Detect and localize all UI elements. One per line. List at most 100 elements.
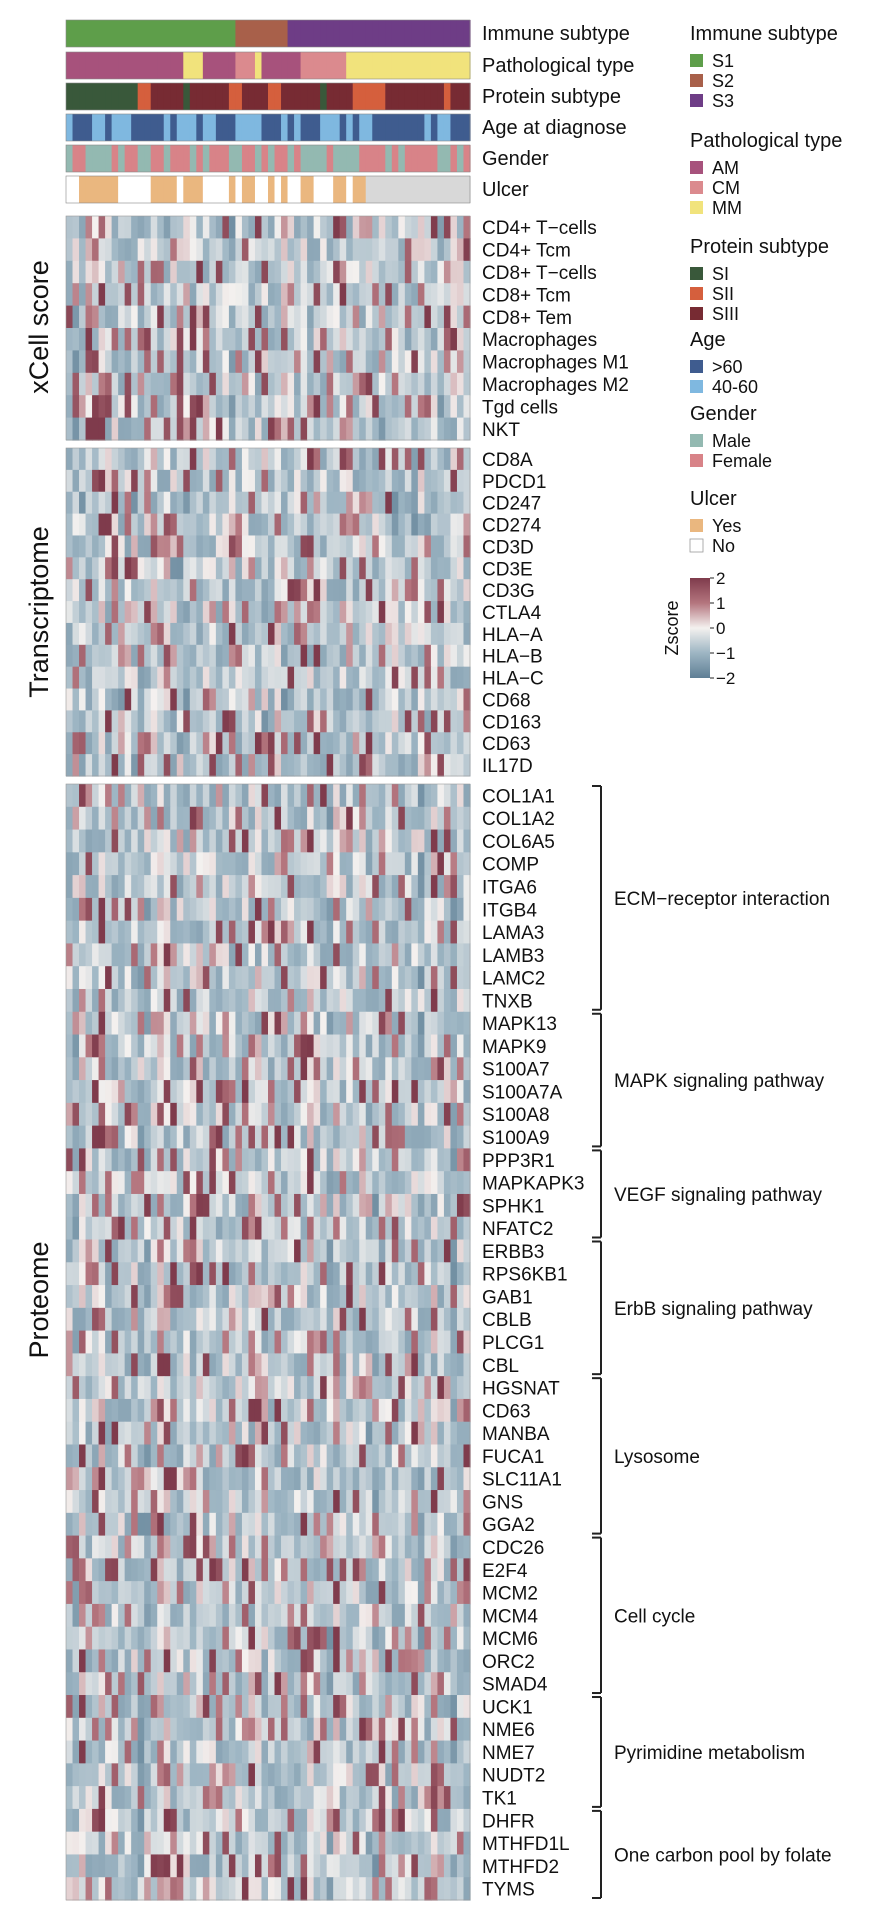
heatmap-cell: [202, 1444, 210, 1468]
heatmap-cell: [144, 1740, 152, 1764]
heatmap-cell: [391, 1148, 399, 1172]
heatmap-cell: [79, 806, 87, 831]
heatmap-cell: [170, 417, 178, 441]
heatmap-cell: [150, 1467, 158, 1491]
heatmap-cell: [443, 1353, 452, 1377]
heatmap-cell: [176, 535, 184, 558]
heatmap-cell: [248, 852, 256, 876]
heatmap-cell: [320, 1148, 328, 1172]
heatmap-cell: [124, 1808, 132, 1833]
heatmap-cell: [222, 448, 230, 471]
heatmap-cell: [189, 1080, 197, 1104]
heatmap-cell: [359, 1353, 367, 1377]
heatmap-cell: [196, 1307, 204, 1332]
annotation-cell-ulcer: [118, 176, 126, 203]
heatmap-cell: [268, 829, 276, 853]
heatmap-cell: [215, 1535, 223, 1559]
heatmap-cell: [228, 283, 237, 307]
heatmap-cell: [189, 513, 197, 537]
heatmap-cell: [209, 1398, 217, 1423]
heatmap-cell: [131, 283, 139, 307]
annotation-cell-ulcer: [352, 176, 360, 203]
annotation-cell-protein: [391, 83, 399, 110]
heatmap-cell: [72, 943, 80, 967]
heatmap-cell: [79, 395, 87, 419]
heatmap-cell: [261, 1330, 269, 1354]
heatmap-cell: [352, 988, 360, 1013]
heatmap-cell: [287, 943, 295, 967]
heatmap-cell: [111, 920, 119, 945]
annotation-cell-protein: [261, 83, 269, 110]
heatmap-cell: [307, 1148, 315, 1172]
heatmap-cell: [281, 732, 289, 755]
heatmap-cell: [196, 1102, 204, 1127]
heatmap-cell: [391, 1786, 399, 1810]
heatmap-cell: [294, 754, 302, 777]
heatmap-cell: [98, 1695, 106, 1719]
heatmap-cell: [365, 754, 373, 777]
heatmap-cell: [111, 784, 119, 808]
annotation-cell-age: [391, 114, 399, 141]
heatmap-cell: [98, 1262, 106, 1286]
heatmap-cell: [144, 1854, 152, 1878]
heatmap-cell: [378, 1877, 386, 1901]
heatmap-cell: [398, 920, 406, 945]
heatmap-cell: [105, 1626, 113, 1651]
heatmap-cell: [222, 557, 230, 580]
heatmap-cell: [320, 688, 328, 711]
heatmap-cell: [398, 557, 406, 580]
annotation-cell-path: [254, 52, 263, 79]
heatmap-cell: [274, 491, 282, 515]
heatmap-cell: [170, 579, 178, 602]
heatmap-cell: [163, 897, 171, 922]
heatmap-cell: [170, 1877, 178, 1901]
row-label: CD4+ Tcm: [482, 241, 571, 262]
heatmap-cell: [359, 1102, 367, 1127]
heatmap-cell: [124, 260, 132, 284]
heatmap-cell: [398, 601, 406, 624]
heatmap-cell: [241, 1558, 250, 1582]
heatmap-cell: [281, 666, 289, 690]
heatmap-cell: [72, 897, 80, 922]
heatmap-cell: [411, 491, 419, 515]
heatmap-cell: [248, 1808, 256, 1833]
heatmap-cell: [385, 1763, 393, 1787]
heatmap-cell: [196, 806, 204, 831]
heatmap-cell: [209, 732, 217, 755]
heatmap-cell: [294, 1626, 302, 1651]
heatmap-cell: [307, 1740, 315, 1764]
heatmap-cell: [118, 644, 126, 668]
heatmap-cell: [456, 1353, 465, 1377]
heatmap-cell: [261, 1216, 269, 1241]
heatmap-cell: [326, 1239, 334, 1263]
heatmap-cell: [456, 1376, 465, 1400]
heatmap-cell: [176, 513, 184, 537]
heatmap-cell: [268, 1239, 276, 1263]
heatmap-cell: [391, 1330, 399, 1354]
heatmap-cell: [430, 754, 439, 777]
heatmap-cell: [137, 852, 145, 876]
annotation-cell-gender: [248, 145, 256, 172]
heatmap-cell: [183, 1216, 191, 1241]
heatmap-cell: [463, 688, 471, 711]
heatmap-cell: [398, 943, 406, 967]
heatmap-cell: [85, 216, 93, 239]
heatmap-cell: [352, 1695, 360, 1719]
heatmap-cell: [463, 1216, 471, 1241]
heatmap-cell: [430, 1581, 439, 1605]
heatmap-cell: [261, 1581, 269, 1605]
heatmap-cell: [365, 1831, 373, 1856]
heatmap-cell: [404, 1467, 412, 1491]
heatmap-cell: [430, 1148, 439, 1172]
heatmap-cell: [176, 920, 184, 945]
heatmap-cell: [300, 1398, 308, 1423]
heatmap-cell: [437, 1490, 445, 1514]
heatmap-cell: [404, 1330, 412, 1354]
heatmap-cell: [391, 1216, 399, 1241]
heatmap-cell: [150, 806, 158, 831]
heatmap-cell: [215, 1262, 223, 1286]
heatmap-cell: [333, 1011, 341, 1036]
heatmap-cell: [424, 1763, 432, 1787]
heatmap-cell: [339, 1444, 347, 1468]
heatmap-cell: [241, 350, 250, 374]
